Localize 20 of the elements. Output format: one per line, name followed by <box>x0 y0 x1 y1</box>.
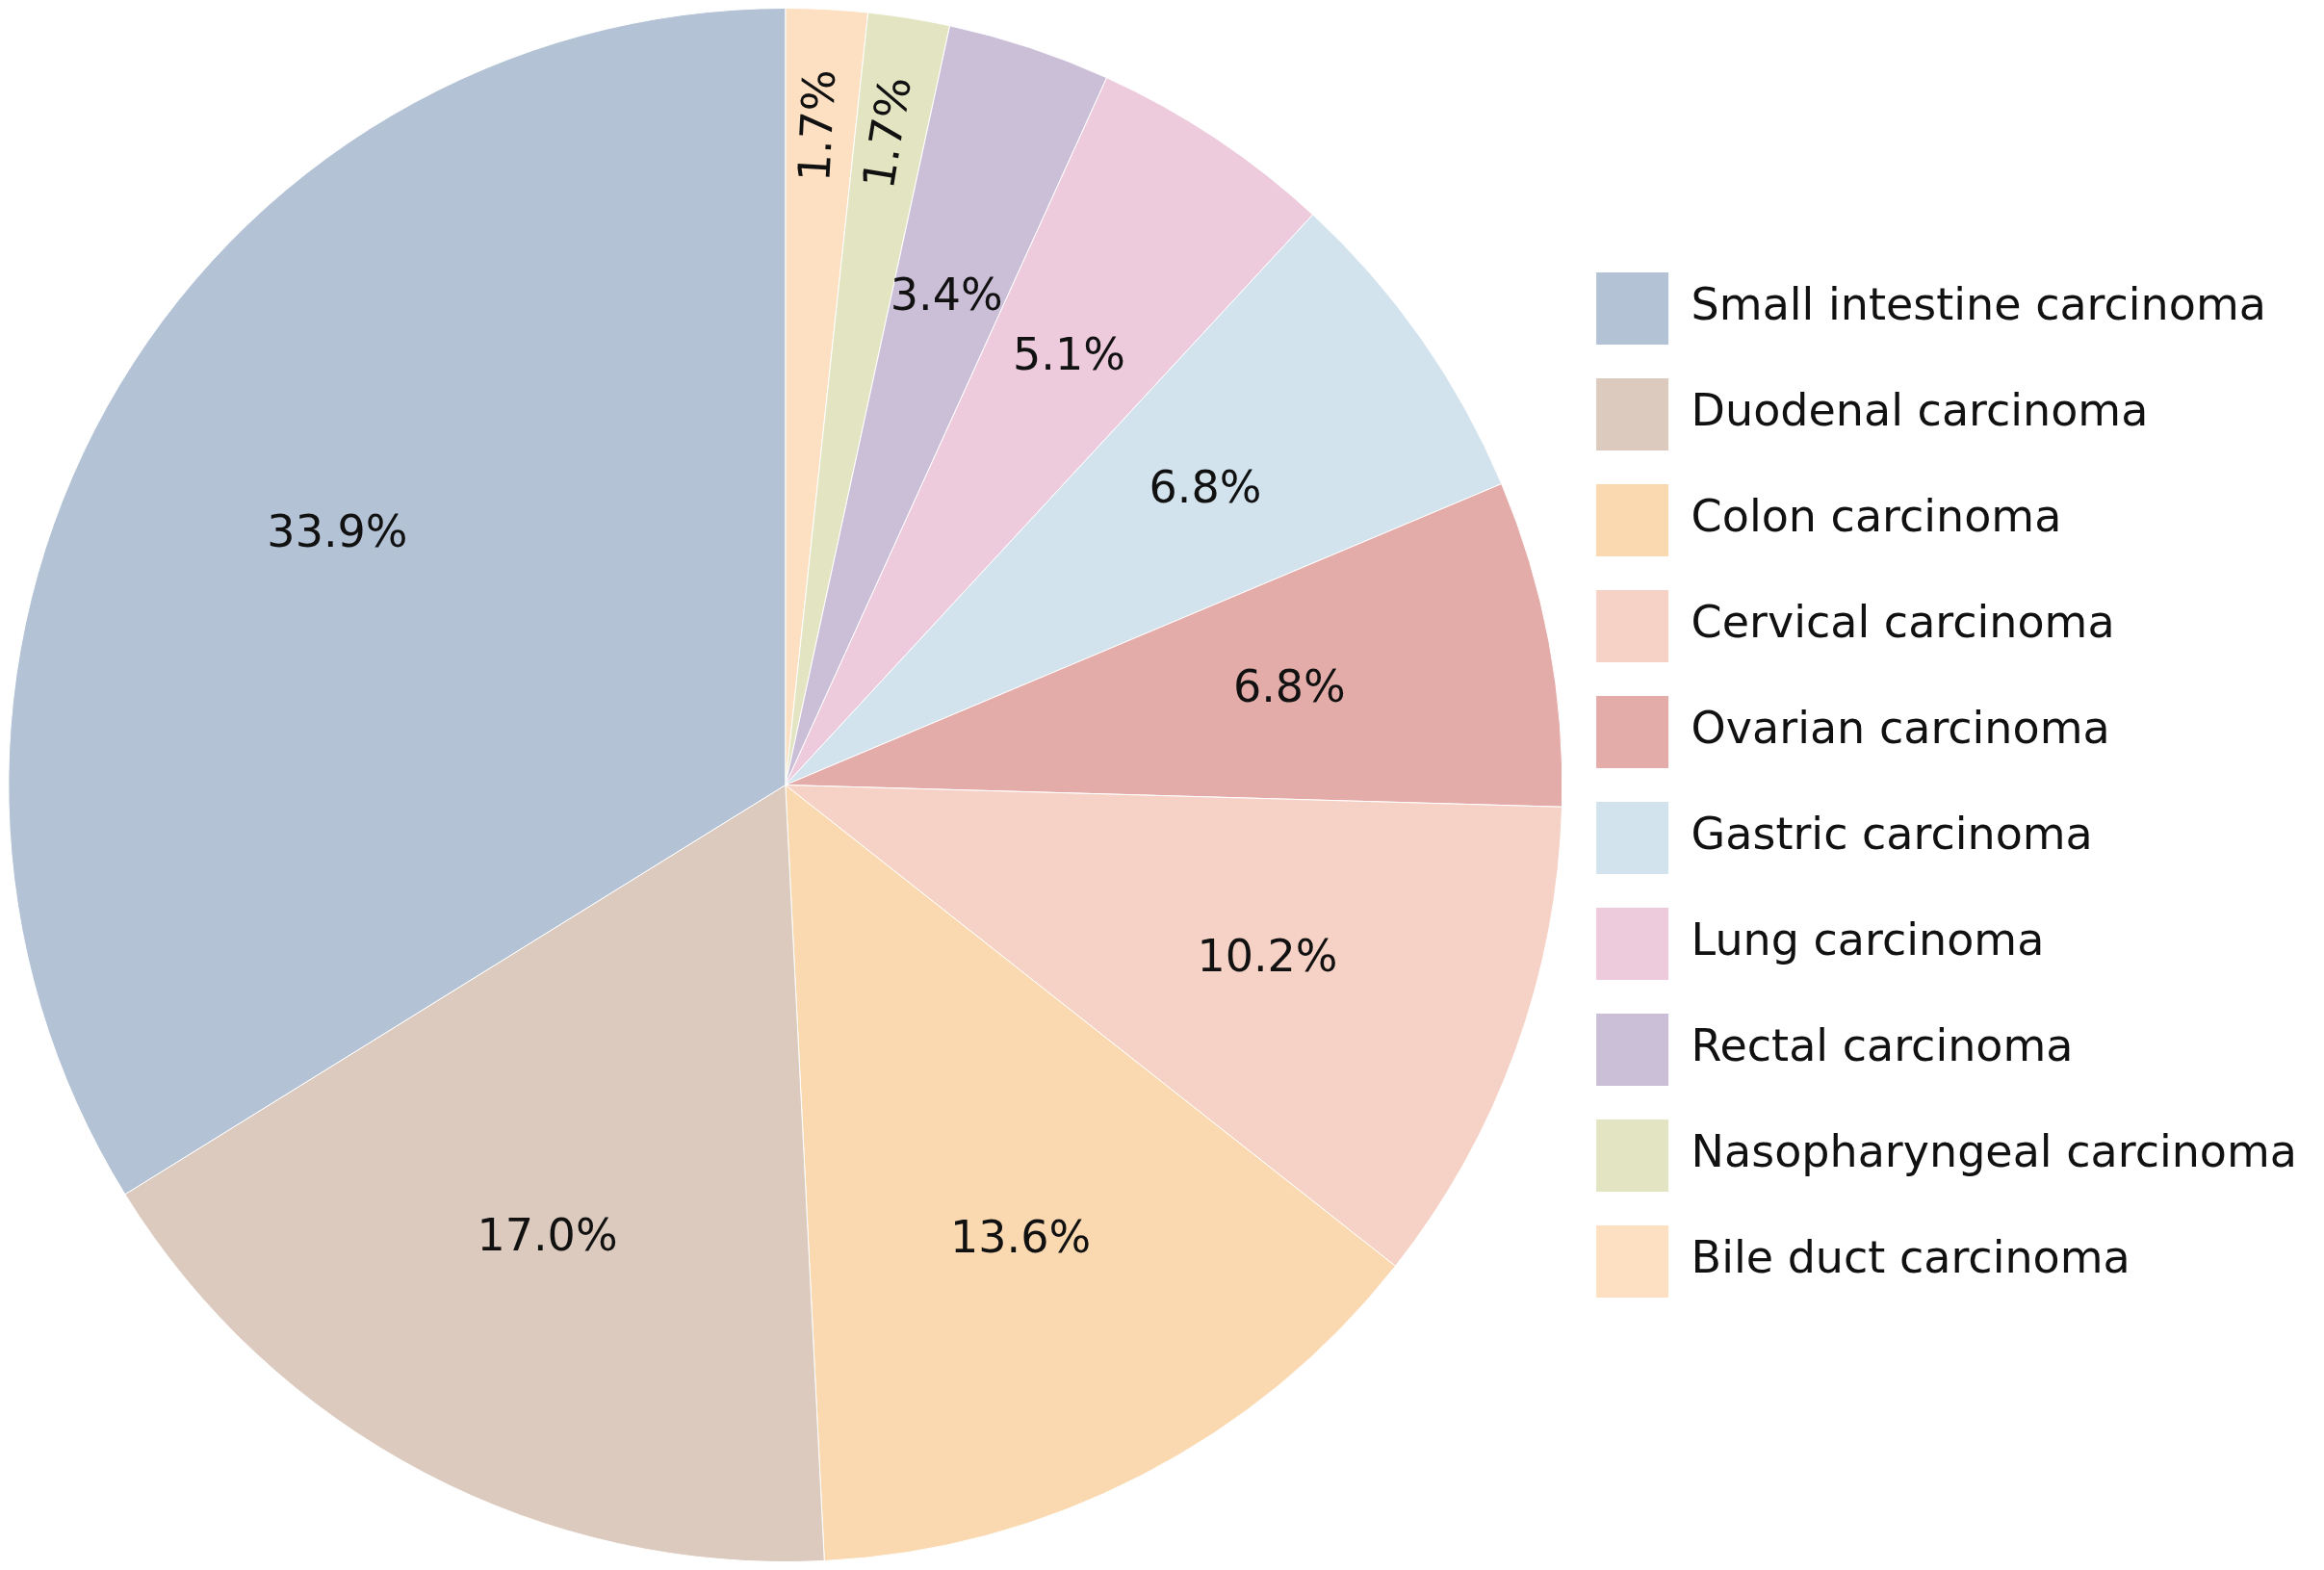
data-label: 33.9% <box>267 505 408 558</box>
legend-label: Duodenal carcinoma <box>1691 384 2149 437</box>
legend-label: Bile duct carcinoma <box>1691 1231 2130 1284</box>
data-label: 3.4% <box>890 268 1003 321</box>
legend-label: Lung carcinoma <box>1691 914 2045 966</box>
data-label: 17.0% <box>477 1209 618 1262</box>
legend-label: Ovarian carcinoma <box>1691 702 2110 755</box>
data-label: 6.8% <box>1232 660 1346 713</box>
legend-label: Small intestine carcinoma <box>1691 278 2266 331</box>
legend-label: Rectal carcinoma <box>1691 1019 2074 1072</box>
legend-label: Gastric carcinoma <box>1691 808 2093 861</box>
legend-label: Colon carcinoma <box>1691 490 2062 543</box>
legend-label: Nasopharyngeal carcinoma <box>1691 1125 2298 1178</box>
data-label: 6.8% <box>1149 460 1262 513</box>
data-label: 10.2% <box>1197 930 1338 983</box>
data-label: 13.6% <box>950 1210 1092 1263</box>
data-label: 1.7% <box>852 72 921 193</box>
legend-label: Cervical carcinoma <box>1691 596 2115 649</box>
data-label: 1.7% <box>788 67 846 184</box>
data-label: 5.1% <box>1013 327 1125 380</box>
